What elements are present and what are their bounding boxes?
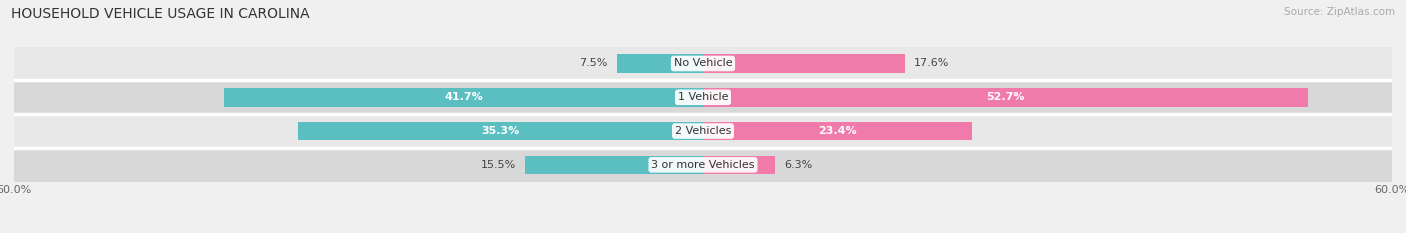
- Text: 7.5%: 7.5%: [579, 58, 607, 69]
- Bar: [14, 114, 1392, 148]
- Text: Source: ZipAtlas.com: Source: ZipAtlas.com: [1284, 7, 1395, 17]
- Bar: [703, 122, 972, 140]
- Text: 23.4%: 23.4%: [818, 126, 856, 136]
- Bar: [14, 148, 1392, 182]
- Text: HOUSEHOLD VEHICLE USAGE IN CAROLINA: HOUSEHOLD VEHICLE USAGE IN CAROLINA: [11, 7, 309, 21]
- Bar: [524, 156, 703, 174]
- Text: 6.3%: 6.3%: [785, 160, 813, 170]
- Text: 2 Vehicles: 2 Vehicles: [675, 126, 731, 136]
- Text: 52.7%: 52.7%: [987, 92, 1025, 102]
- Bar: [298, 122, 703, 140]
- Bar: [617, 54, 703, 73]
- Text: 41.7%: 41.7%: [444, 92, 484, 102]
- Text: No Vehicle: No Vehicle: [673, 58, 733, 69]
- Bar: [703, 88, 1308, 106]
- Text: 15.5%: 15.5%: [481, 160, 516, 170]
- Bar: [14, 80, 1392, 114]
- Bar: [14, 47, 1392, 80]
- Text: 17.6%: 17.6%: [914, 58, 949, 69]
- Bar: [703, 54, 905, 73]
- Bar: [224, 88, 703, 106]
- Text: 3 or more Vehicles: 3 or more Vehicles: [651, 160, 755, 170]
- Text: 1 Vehicle: 1 Vehicle: [678, 92, 728, 102]
- Bar: [703, 156, 775, 174]
- Text: 35.3%: 35.3%: [481, 126, 519, 136]
